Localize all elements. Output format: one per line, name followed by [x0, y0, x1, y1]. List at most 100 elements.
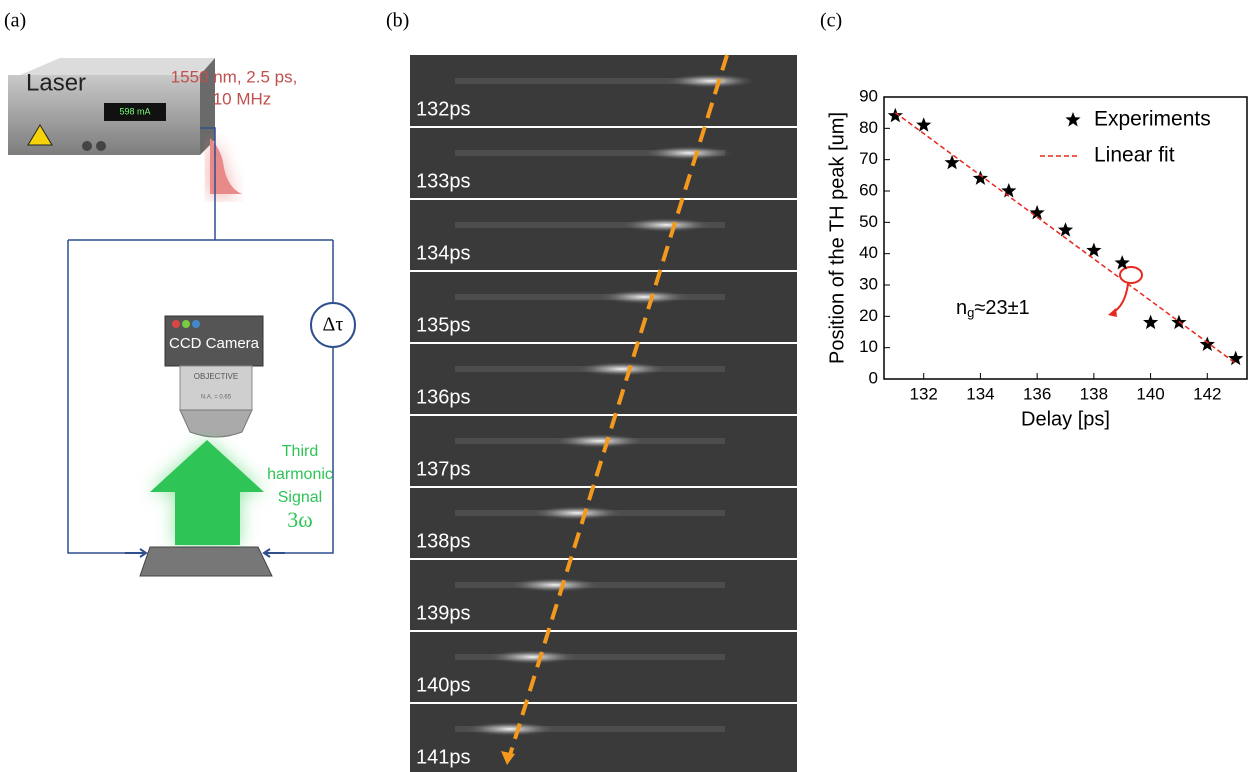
panel-label: (b): [386, 10, 409, 32]
x-tick-label: 132: [910, 384, 938, 403]
y-tick-label: 90: [859, 86, 878, 105]
objective-label: OBJECTIVE: [194, 372, 238, 381]
trajectory-head: [501, 751, 515, 765]
y-tick-label: 50: [859, 212, 878, 231]
y-tick-label: 0: [869, 368, 878, 387]
data-point: [916, 117, 932, 132]
data-point: [1143, 314, 1159, 330]
th-spot: [487, 650, 578, 664]
th-spot: [643, 146, 734, 160]
data-point: [1057, 222, 1074, 237]
data-point: [944, 154, 960, 170]
delay-stage: [310, 302, 356, 348]
th-spot: [532, 506, 623, 520]
y-tick-label: 60: [859, 180, 878, 199]
th-spot: [554, 434, 645, 448]
pulse: [210, 138, 242, 194]
x-tick-label: 138: [1080, 384, 1108, 403]
y-tick-label: 70: [859, 149, 878, 168]
fit-arrow: [1111, 283, 1129, 314]
camera-label: CCD Camera: [169, 335, 260, 352]
frame-label: 134ps: [416, 242, 471, 264]
legend-label: Linear fit: [1094, 144, 1175, 167]
laser-top: [20, 58, 215, 75]
fit-marker: [1119, 266, 1143, 284]
signal-arrow: [150, 440, 264, 545]
waveguide-trace: [455, 654, 725, 660]
fit-line: [894, 112, 1237, 364]
aperture-label: N.A. = 0.65: [201, 395, 232, 401]
y-tick-label: 10: [859, 337, 878, 356]
waveguide-trace: [455, 294, 725, 300]
frame-label: 139ps: [416, 602, 471, 624]
th-spot: [509, 578, 600, 592]
frame-label: 132ps: [416, 98, 471, 120]
knob: [82, 141, 92, 151]
fit-arrowhead: [1108, 308, 1117, 317]
data-point: [1001, 183, 1017, 198]
waveguide-trace: [455, 726, 725, 732]
data-point: [1114, 255, 1130, 270]
data-point: [1029, 204, 1045, 220]
coupling-arrow: [125, 548, 285, 558]
led: [182, 320, 190, 328]
plot-frame: [883, 96, 1248, 380]
laser-label: Laser: [26, 69, 86, 96]
frame-label: 140ps: [416, 674, 471, 696]
laser-side: [200, 58, 215, 155]
panel-c: (c) ng≈23±1 0 10 20 30 40 50 60 70 80 90 132 134 136…: [820, 10, 1248, 430]
warning-sign: [27, 124, 53, 146]
th-spot: [665, 74, 756, 88]
trajectory: [508, 54, 729, 756]
x-tick-label: 136: [1023, 384, 1051, 403]
laser-spec: 10 MHz: [213, 89, 272, 108]
data-point: [1199, 336, 1215, 351]
signal-label: Third: [282, 443, 318, 460]
sample: [139, 546, 273, 577]
fiber: [67, 127, 334, 554]
panel-label: (a): [4, 10, 26, 32]
waveguide-trace: [455, 150, 725, 156]
data-point: [972, 170, 988, 185]
laser-spec: 1550 nm, 2.5 ps,: [171, 67, 298, 86]
delay-label: Δτ: [323, 314, 344, 336]
y-axis-label: Position of the TH peak [um]: [826, 112, 848, 364]
panel-label: (c): [820, 10, 842, 32]
led: [192, 320, 200, 328]
frame-label: 135ps: [416, 314, 471, 336]
x-tick-label: 142: [1193, 384, 1221, 403]
objective-tip: [179, 409, 253, 438]
y-tick-label: 20: [859, 306, 878, 325]
frame-label: 133ps: [416, 170, 471, 192]
knob: [96, 141, 106, 151]
frame-label: 141ps: [416, 746, 471, 768]
frame-label: 138ps: [416, 530, 471, 552]
panel-a: (a) Laser 598 mA 1550 nm, 2.5 ps, 10 MHz…: [4, 10, 356, 577]
x-axis-label: Delay [ps]: [1021, 408, 1110, 430]
data-point: [887, 107, 903, 123]
signal-label: Signal: [278, 489, 322, 506]
x-tick-label: 140: [1136, 384, 1164, 403]
waveguide-trace: [455, 78, 725, 84]
led: [172, 320, 180, 328]
th-spot: [465, 722, 556, 736]
frame-label: 137ps: [416, 458, 471, 480]
y-tick-label: 30: [859, 274, 878, 293]
data-point: [1086, 242, 1102, 257]
th-spot: [621, 218, 712, 232]
frame-label: 136ps: [416, 386, 471, 408]
x-tick-label: 134: [966, 384, 994, 403]
th-spot: [599, 290, 690, 304]
legend-label: Experiments: [1094, 108, 1211, 131]
annotation: ng≈23±1: [956, 297, 1030, 320]
frequency-label: 3ω: [287, 507, 312, 532]
display: [104, 103, 166, 121]
signal-label: harmonic: [267, 466, 333, 483]
panel-b: (b) 132ps 133ps 134ps 135ps 136ps 137ps 138ps 1…: [386, 10, 797, 772]
legend-swatch: [1065, 112, 1081, 127]
y-tick-label: 40: [859, 243, 878, 262]
data-point: [1228, 350, 1244, 366]
waveguide-trace: [455, 222, 725, 228]
image-background: [410, 55, 797, 772]
